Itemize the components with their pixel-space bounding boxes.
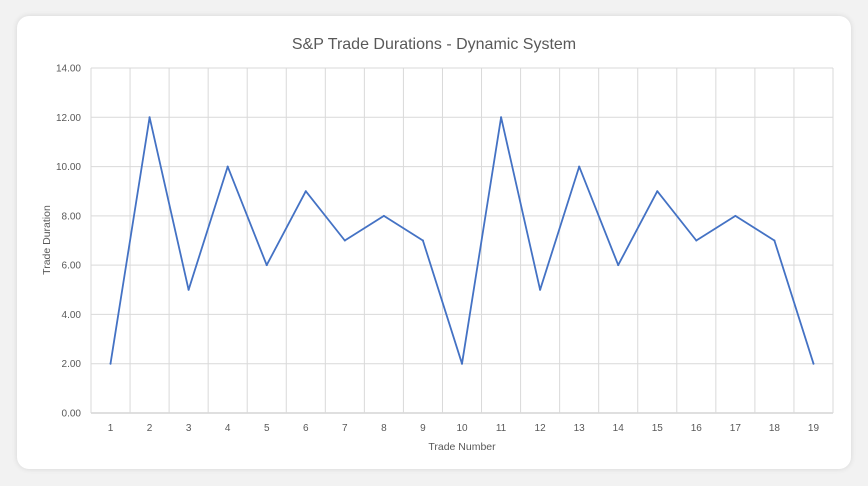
x-tick-label: 3 bbox=[186, 423, 192, 434]
x-tick-label: 15 bbox=[652, 423, 664, 434]
x-tick-label: 9 bbox=[420, 423, 426, 434]
data-point bbox=[539, 288, 542, 291]
y-tick-label: 10.00 bbox=[56, 162, 81, 173]
data-point bbox=[382, 214, 385, 217]
data-point bbox=[773, 239, 776, 242]
data-point bbox=[109, 362, 112, 365]
y-tick-label: 12.00 bbox=[56, 113, 81, 124]
y-tick-label: 14.00 bbox=[56, 64, 81, 75]
data-point bbox=[148, 116, 151, 119]
x-tick-label: 18 bbox=[769, 423, 781, 434]
y-tick-label: 6.00 bbox=[62, 261, 82, 272]
data-point bbox=[812, 362, 815, 365]
y-tick-label: 8.00 bbox=[62, 211, 82, 222]
x-tick-label: 14 bbox=[613, 423, 625, 434]
x-tick-label: 19 bbox=[808, 423, 820, 434]
data-point bbox=[461, 362, 463, 365]
x-tick-label: 1 bbox=[108, 423, 114, 434]
x-tick-label: 13 bbox=[574, 423, 586, 434]
data-point bbox=[187, 288, 190, 291]
data-point bbox=[304, 190, 307, 193]
x-axis-ticks: 1 2 3 4 5 6 7 8 9 10 11 12 13 14 15 16 17 18 19 bbox=[108, 423, 820, 434]
data-point bbox=[734, 214, 737, 217]
data-point bbox=[500, 116, 503, 119]
data-point bbox=[617, 264, 620, 267]
x-tick-label: 4 bbox=[225, 423, 231, 434]
x-tick-label: 10 bbox=[456, 423, 468, 434]
x-axis-label: Trade Number bbox=[428, 441, 496, 453]
x-tick-label: 8 bbox=[381, 423, 387, 434]
x-tick-label: 17 bbox=[730, 423, 742, 434]
chart-title: S&P Trade Durations - Dynamic System bbox=[292, 36, 576, 53]
x-tick-label: 11 bbox=[496, 423, 507, 434]
data-point bbox=[695, 239, 698, 242]
data-point bbox=[578, 165, 581, 168]
x-tick-label: 12 bbox=[535, 423, 547, 434]
y-axis-label: Trade Duration bbox=[41, 205, 53, 275]
y-tick-label: 0.00 bbox=[62, 409, 82, 420]
data-point bbox=[656, 190, 659, 193]
x-tick-label: 6 bbox=[303, 423, 309, 434]
y-tick-label: 2.00 bbox=[62, 359, 82, 370]
y-tick-label: 4.00 bbox=[62, 310, 82, 321]
data-point bbox=[226, 165, 229, 168]
data-point bbox=[343, 239, 346, 242]
x-tick-label: 7 bbox=[342, 423, 348, 434]
x-tick-label: 16 bbox=[691, 423, 703, 434]
data-points bbox=[109, 116, 815, 365]
x-tick-label: 5 bbox=[264, 423, 270, 434]
y-axis-ticks: 0.00 2.00 4.00 6.00 8.00 10.00 12.00 14.00 bbox=[56, 64, 81, 420]
series-line bbox=[109, 116, 815, 365]
chart-card bbox=[17, 16, 851, 469]
data-point bbox=[265, 264, 268, 267]
data-point bbox=[421, 239, 424, 242]
x-tick-label: 2 bbox=[147, 423, 153, 434]
